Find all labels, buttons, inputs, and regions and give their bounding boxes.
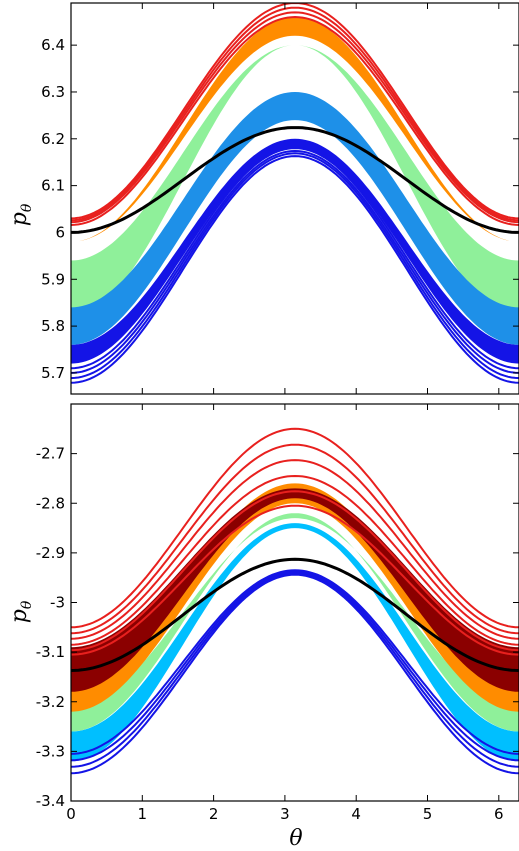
bottom-band-orange-2 — [71, 483, 519, 712]
top-curve-red-3 — [71, 15, 519, 226]
top-ytick-label-4: 6.1 — [41, 177, 65, 195]
bottom-xtick-label-6: 6 — [494, 805, 504, 823]
bottom-curve-red-0 — [71, 427, 519, 629]
top-ticks: 5.7 5.8 5.9 6 6.1 6.2 6.3 6.4 — [41, 3, 519, 394]
bottom-ytick-label-5: -2.9 — [36, 544, 65, 562]
bottom-ytick-label-4: -3 — [50, 594, 65, 612]
top-y-axis-label: pθ — [7, 203, 35, 226]
bottom-ytick-label-1: -3.3 — [36, 742, 65, 760]
top-curve-blue-6 — [71, 149, 519, 374]
bottom-ytick-label-0: -3.4 — [36, 792, 65, 810]
bottom-xtick-label-5: 5 — [423, 805, 433, 823]
top-curve-blue-5 — [71, 147, 519, 370]
top-curve-blue-7 — [71, 152, 519, 380]
bottom-curve-red-3 — [71, 474, 519, 646]
bottom-curve-red-5 — [71, 504, 519, 656]
bottom-plot-area — [71, 427, 519, 775]
top-axes-frame — [70, 2, 519, 395]
bottom-band-dark_red-3 — [71, 488, 519, 692]
top-band-orange-0 — [71, 17, 519, 242]
top-ytick-label-2: 5.9 — [41, 270, 65, 288]
bottom-curve-blue-8 — [71, 570, 519, 762]
bottom-xtick-label-0: 0 — [66, 805, 76, 823]
bottom-y-axis-label: pθ — [7, 600, 35, 623]
bottom-xtick-label-3: 3 — [280, 805, 290, 823]
bottom-ticks: -3.4 -3.3 -3.2 -3.1 -3 -2.9 -2.8 -2.7 0 1 2 3 4 5 6 — [36, 404, 519, 823]
bottom-ytick-label-3: -3.1 — [36, 643, 65, 661]
top-band-blue-3 — [71, 138, 519, 364]
top-ytick-label-5: 6.2 — [41, 130, 65, 148]
top-ytick-label-0: 5.7 — [41, 364, 65, 382]
bottom-island-2 — [280, 686, 310, 698]
bottom-curve-blue-7 — [71, 569, 519, 755]
top-curve-black-4 — [71, 126, 519, 234]
bottom-xtick-label-4: 4 — [351, 805, 361, 823]
bottom-curve-blue-10 — [71, 573, 519, 775]
bottom-ytick-label-6: -2.8 — [36, 494, 65, 512]
top-ytick-label-6: 6.3 — [41, 83, 65, 101]
bottom-xtick-label-2: 2 — [209, 805, 219, 823]
top-curve-red-0 — [71, 3, 519, 220]
top-curve-red-2 — [71, 11, 519, 224]
bottom-ytick-label-7: -2.7 — [36, 445, 65, 463]
top-band-sky_blue-2 — [71, 92, 519, 345]
bottom-curve-blue-9 — [71, 572, 519, 768]
bottom-ytick-label-2: -3.2 — [36, 693, 65, 711]
top-plot-area — [71, 3, 519, 384]
top-curve-blue-8 — [71, 155, 519, 384]
bottom-island-0 — [99, 509, 129, 522]
x-axis-label: θ — [289, 826, 302, 851]
top-ytick-label-1: 5.8 — [41, 317, 65, 335]
bottom-curve-red-1 — [71, 443, 519, 635]
top-curve-red-1 — [71, 6, 519, 222]
bottom-curve-red-2 — [71, 459, 519, 640]
bottom-island-1 — [462, 509, 493, 522]
top-ytick-label-7: 6.4 — [41, 36, 65, 54]
bottom-curve-black-6 — [71, 557, 519, 672]
bottom-band-light_green-1 — [71, 513, 519, 732]
bottom-curve-red-4 — [71, 490, 519, 652]
bottom-xtick-label-1: 1 — [138, 805, 148, 823]
bottom-panel: -3.4 -3.3 -3.2 -3.1 -3 -2.9 -2.8 -2.7 0 1 2 3 4 5 6 pθ… — [7, 403, 519, 851]
top-panel: 5.7 5.8 5.9 6 6.1 6.2 6.3 6.4 pθ — [7, 2, 519, 395]
top-ytick-label-3: 6 — [55, 223, 65, 241]
